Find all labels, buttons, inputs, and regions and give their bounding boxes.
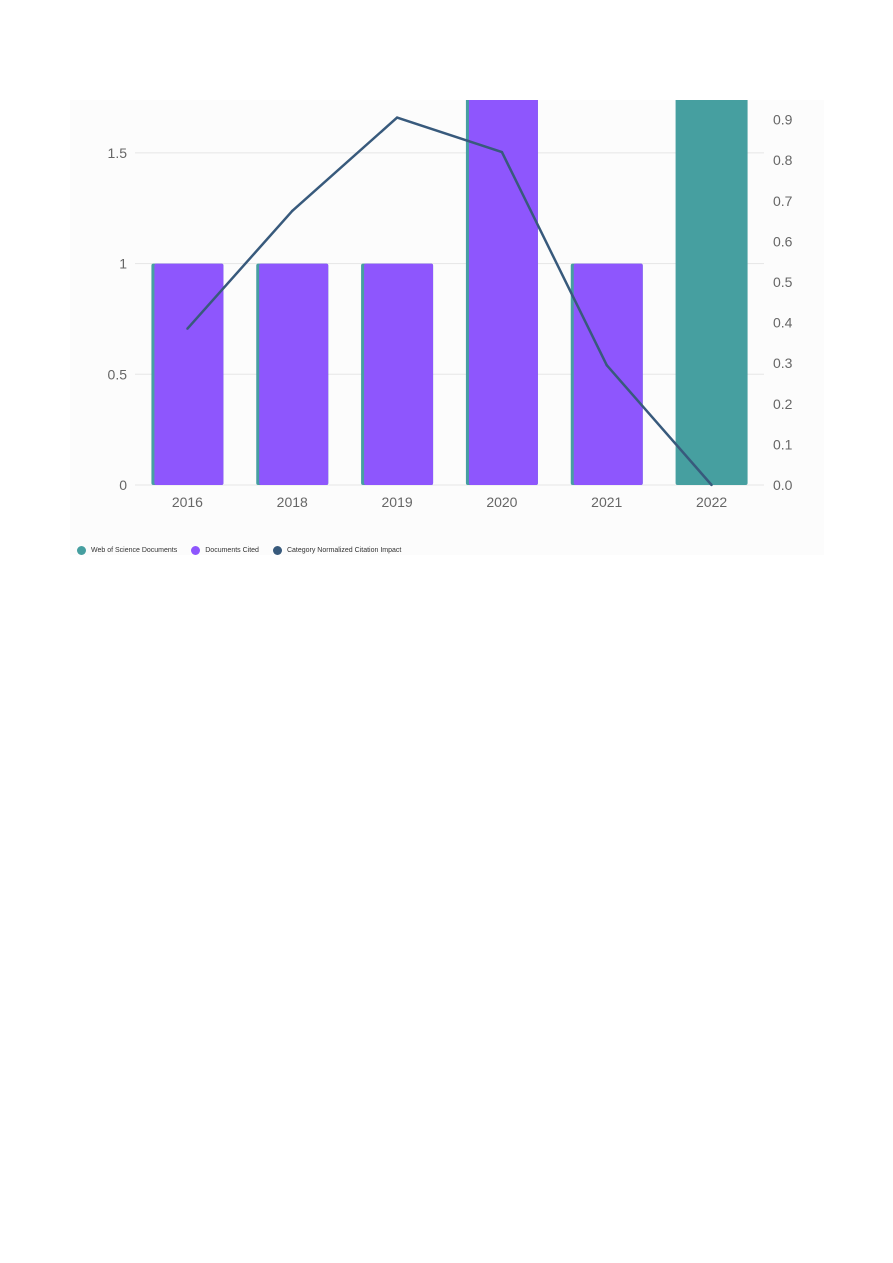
x-axis-ticks: 2016 2018 2019 2020 2021 2022 xyxy=(172,494,728,510)
cnci-line-layer xyxy=(186,116,713,487)
legend-marker-web-of-science-documents xyxy=(77,545,86,555)
right-tick-label: 0.9 xyxy=(773,112,793,128)
x-tick-label: 2022 xyxy=(696,494,727,510)
legend-marker-category-normalized-citation-impact xyxy=(272,545,282,555)
line-point-2019[interactable] xyxy=(395,116,399,119)
right-tick-label: 0.0 xyxy=(773,477,793,493)
x-tick-label: 2016 xyxy=(172,494,203,510)
right-axis-ticks: 0.0 0.1 0.2 0.3 0.4 0.5 0.6 0.7 0.8 0.9 xyxy=(773,112,793,493)
bar-documents-cited-2019[interactable] xyxy=(364,263,434,485)
legend-label-web-of-science-documents: Web of Science Documents xyxy=(91,546,178,554)
right-tick-label: 0.7 xyxy=(773,193,793,209)
left-tick-label: 0.5 xyxy=(108,366,128,382)
bar-documents-cited-2021[interactable] xyxy=(573,263,643,485)
legend-item-web-of-science-documents[interactable]: Web of Science Documents xyxy=(77,545,178,555)
line-point-2016[interactable] xyxy=(186,327,189,330)
line-point-2020[interactable] xyxy=(500,150,504,154)
line-point-2022[interactable] xyxy=(710,483,713,487)
right-tick-label: 0.3 xyxy=(773,355,793,371)
right-tick-label: 0.4 xyxy=(773,315,793,331)
left-tick-label: 1 xyxy=(119,256,127,272)
left-tick-label: 0 xyxy=(119,477,127,493)
legend-marker-documents-cited xyxy=(191,545,201,555)
line-point-2018[interactable] xyxy=(291,209,294,213)
bar-documents-cited-2016[interactable] xyxy=(154,263,224,485)
x-tick-label: 2019 xyxy=(382,494,413,510)
legend-item-category-normalized-citation-impact[interactable]: Category Normalized Citation Impact xyxy=(272,545,402,555)
legend-label-documents-cited: Documents Cited xyxy=(205,546,259,554)
x-tick-label: 2021 xyxy=(591,494,622,510)
bars xyxy=(151,100,748,485)
left-axis-ticks: 00.511.522.53 xyxy=(108,145,128,493)
right-tick-label: 0.5 xyxy=(773,274,793,290)
gridlines xyxy=(135,152,764,486)
bar-web-of-science-documents-2022[interactable] xyxy=(675,100,748,485)
combo-chart: 00.511.522.53 0.00.10.20.30.40.50.60.70.… xyxy=(108,100,793,510)
left-tick-label: 1.5 xyxy=(108,145,128,161)
x-tick-label: 2020 xyxy=(486,494,517,510)
bar-documents-cited-2020[interactable] xyxy=(468,100,538,485)
chart-legend: Web of Science Documents Documents Cited… xyxy=(77,543,415,557)
right-tick-label: 0.8 xyxy=(773,152,793,168)
right-tick-label: 0.2 xyxy=(773,396,793,412)
right-tick-label: 0.1 xyxy=(773,436,793,452)
x-tick-label: 2018 xyxy=(277,494,308,510)
bar-documents-cited-2018[interactable] xyxy=(259,263,329,485)
line-point-2021[interactable] xyxy=(605,364,608,367)
line-category-normalized-citation-impact[interactable] xyxy=(186,116,713,486)
legend-item-documents-cited[interactable]: Documents Cited xyxy=(191,545,259,555)
chart-panel: 00.511.522.53 0.00.10.20.30.40.50.60.70.… xyxy=(70,100,824,555)
right-tick-label: 0.6 xyxy=(773,233,793,249)
legend-label-category-normalized-citation-impact: Category Normalized Citation Impact xyxy=(286,546,402,554)
